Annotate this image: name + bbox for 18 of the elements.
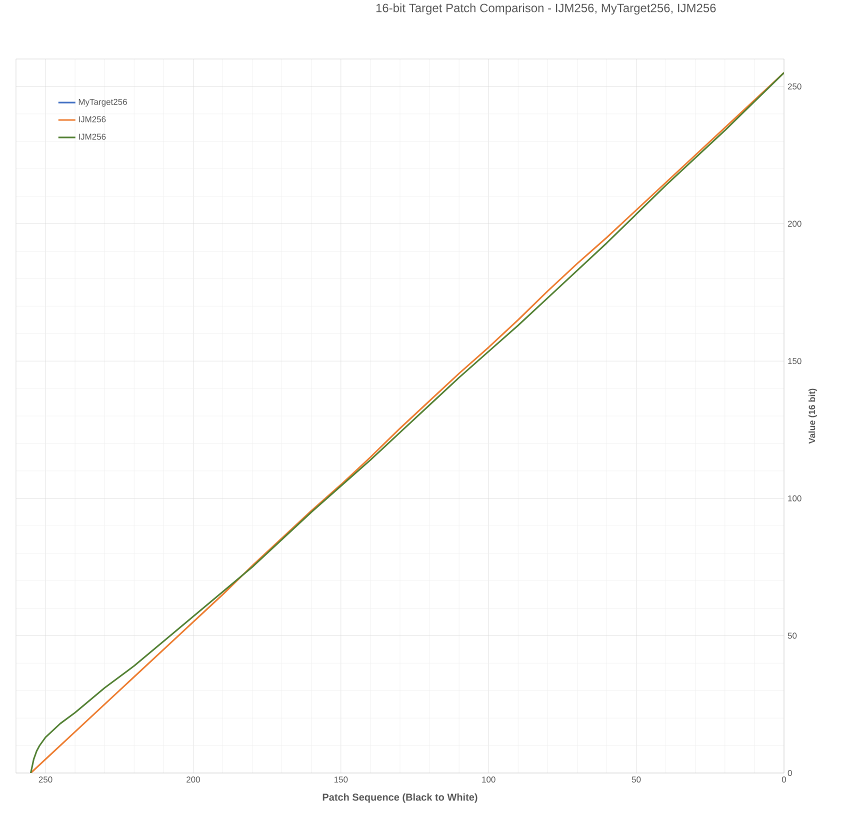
x-tick-label: 200 [186,776,200,783]
y-tick-label: 200 [788,220,802,227]
x-axis-title: Patch Sequence (Black to White) [322,793,478,803]
x-tick-label: 150 [334,776,348,783]
legend-label: IJM256 [78,116,106,122]
y-tick-label: 250 [788,83,802,90]
x-tick-label: 50 [632,776,641,783]
legend-label: MyTarget256 [78,98,127,107]
x-tick-label: 0 [782,776,786,783]
y-tick-label: 150 [788,358,802,364]
y-axis-title: Value (16 bit) [808,388,817,444]
y-tick-label: 50 [788,632,797,639]
y-tick-label: 0 [788,770,792,776]
x-tick-label: 250 [38,776,52,783]
y-tick-label: 100 [788,495,802,502]
x-tick-label: 100 [482,776,496,783]
legend-label: IJM256 [78,134,106,140]
chart-title: 16-bit Target Patch Comparison - IJM256, MyTarget256, IJM256 [376,3,716,15]
